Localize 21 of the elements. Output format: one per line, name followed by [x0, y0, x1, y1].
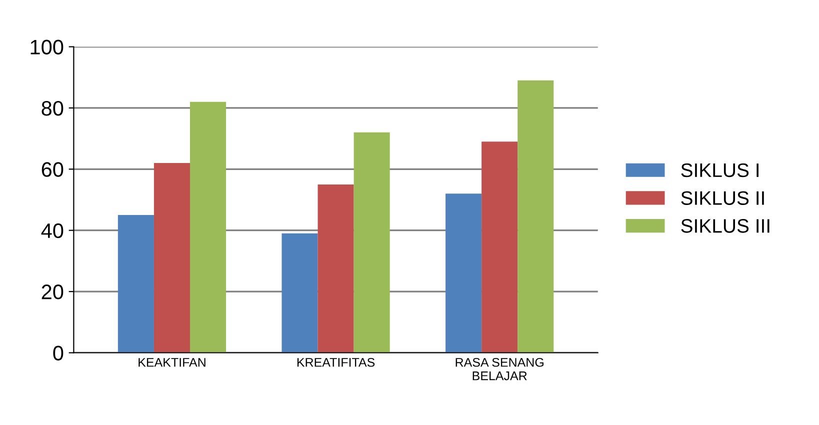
x-tick-label: KREATIFITAS — [297, 358, 375, 367]
bar — [482, 142, 518, 353]
y-tick-label: 80 — [42, 100, 64, 116]
y-tick-label: 40 — [41, 223, 64, 238]
bar — [154, 163, 190, 353]
bar — [354, 132, 390, 353]
legend-label: SIKLUS I — [681, 163, 758, 178]
y-tick-label: 100 — [30, 40, 64, 55]
bar — [190, 102, 226, 353]
x-tick-label: KEAKTIFAN — [138, 358, 206, 367]
bar — [118, 215, 154, 353]
legend-label: SIKLUS II — [681, 191, 764, 205]
y-tick-label: 0 — [53, 346, 64, 361]
legend-label: SIKLUS III — [681, 219, 770, 233]
bar — [282, 233, 318, 353]
y-tick-label: 60 — [42, 162, 64, 177]
x-tick-label: RASA SENANG BELAJAR — [456, 358, 544, 380]
bar — [518, 80, 554, 353]
y-tick-label: 20 — [42, 284, 64, 300]
bar — [446, 194, 482, 353]
bar — [318, 184, 354, 353]
